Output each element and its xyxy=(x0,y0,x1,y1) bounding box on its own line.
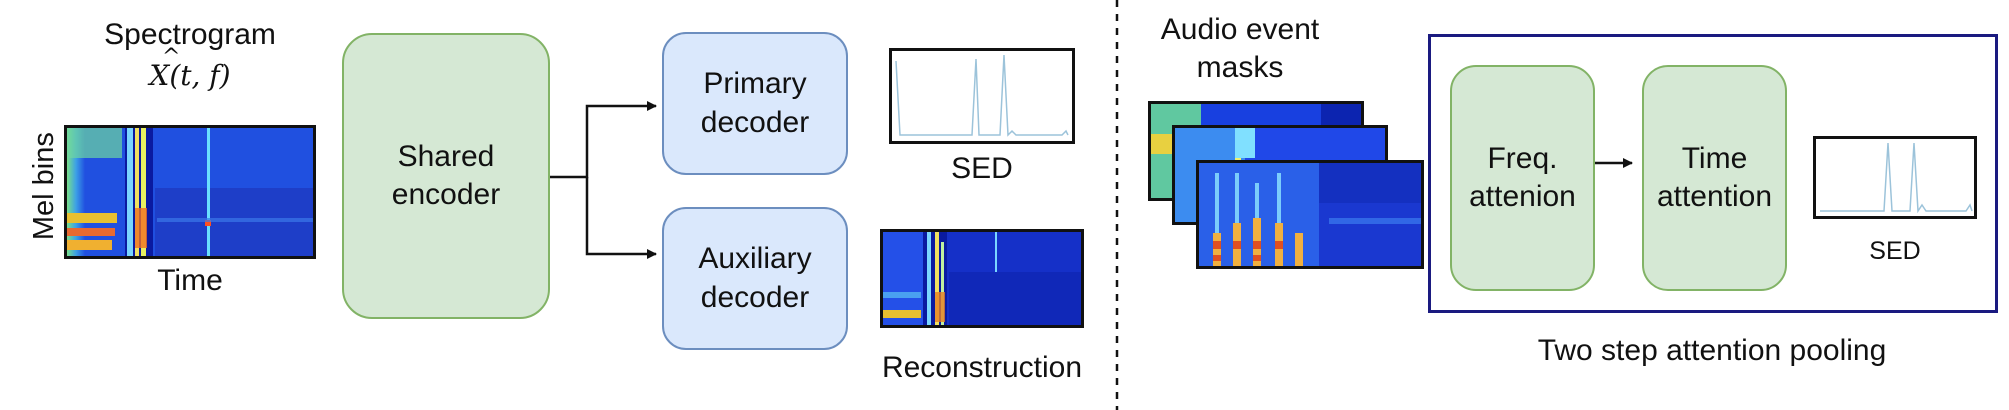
spectrogram-symbol-hat: X xyxy=(149,59,170,92)
spectrogram-symbol-args: (t, f) xyxy=(169,59,231,92)
shared-encoder-box: Shared encoder xyxy=(342,33,550,319)
sed-line-left xyxy=(895,54,1069,137)
freq-attention-box: Freq. attenion xyxy=(1450,65,1595,291)
arrow-to-primary xyxy=(550,101,657,179)
pooling-label: Two step attention pooling xyxy=(1537,334,1887,367)
input-spectrogram xyxy=(64,125,316,259)
sed-label-left: SED xyxy=(951,152,1013,185)
reconstruction-label: Reconstruction xyxy=(881,351,1083,384)
sed-plot-right xyxy=(1813,136,1977,219)
shared-encoder-label: Shared encoder xyxy=(391,139,501,211)
sed-plot-left xyxy=(889,48,1075,144)
auxiliary-decoder-box: Auxiliary decoder xyxy=(662,207,848,350)
time-attention-box: Time attention xyxy=(1642,65,1787,291)
sed-label-right: SED xyxy=(1869,237,1921,265)
sed-line-right xyxy=(1820,142,1973,214)
attention-pooling-frame xyxy=(1428,34,1998,313)
spectrogram-symbol: X(t, f) ^ xyxy=(70,45,310,93)
masks-label: Audio event masks xyxy=(1160,13,1320,84)
primary-decoder-label: Primary decoder xyxy=(700,67,810,139)
reconstruction-spectrogram xyxy=(880,229,1084,328)
spectrogram-title: Spectrogram xyxy=(104,18,276,51)
hat-accent: ^ xyxy=(162,45,181,70)
x-axis-label: Time xyxy=(157,264,223,297)
primary-decoder-box: Primary decoder xyxy=(662,32,848,175)
mask-front xyxy=(1196,160,1424,269)
arrow-to-auxiliary xyxy=(585,177,657,259)
auxiliary-decoder-label: Auxiliary decoder xyxy=(698,242,812,314)
freq-attention-label: Freq. attenion xyxy=(1469,141,1576,213)
time-attention-label: Time attention xyxy=(1656,141,1773,213)
